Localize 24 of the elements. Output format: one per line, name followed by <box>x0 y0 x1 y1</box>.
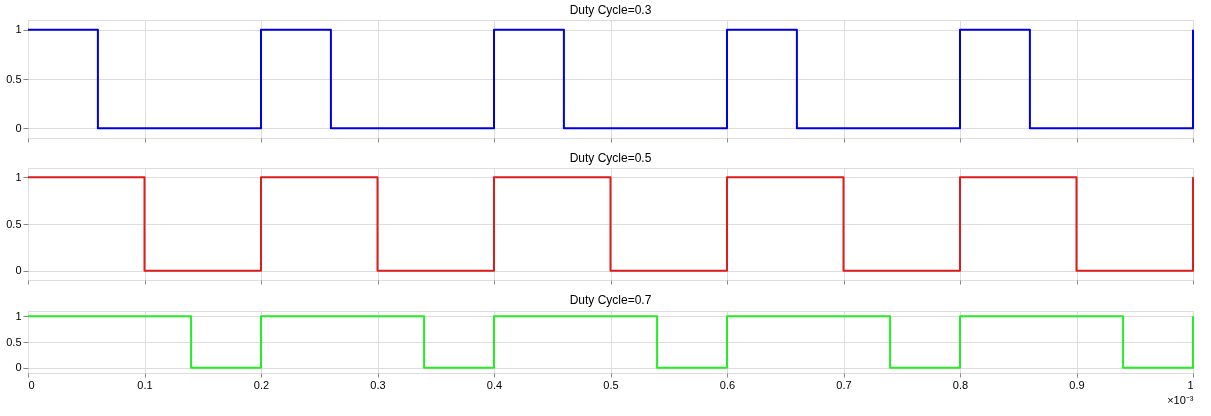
y-tick-label: 0 <box>15 361 22 374</box>
x-tick-label: 0.6 <box>719 378 736 391</box>
y-tick-label: 0.5 <box>6 335 22 348</box>
y-tick-label: 0 <box>15 121 22 134</box>
x-tick-label: 0.2 <box>253 378 270 391</box>
x-tick-label: 0.9 <box>1069 378 1085 391</box>
y-tick-label: 1 <box>15 309 22 322</box>
x-tick-label: 1 <box>1187 378 1194 391</box>
chart-title: Duty Cycle=0.3 <box>569 3 652 17</box>
y-tick-label: 1 <box>15 23 22 36</box>
x-tick-label: 0 <box>28 378 35 391</box>
text: ×10⁻³ <box>1167 393 1194 406</box>
y-tick-label: 0.5 <box>6 217 22 230</box>
y-tick-label: 0.5 <box>6 72 22 85</box>
chart-title: Duty Cycle=0.7 <box>569 293 652 308</box>
x-tick-label: 0.7 <box>836 378 852 391</box>
chart-title: Duty Cycle=0.5 <box>569 151 652 165</box>
x-tick-label: 0.8 <box>952 378 969 391</box>
y-tick-label: 0 <box>15 264 22 277</box>
x-tick-label: 0.4 <box>486 378 503 391</box>
y-tick-label: 1 <box>15 170 22 183</box>
x-tick-label: 0.5 <box>603 378 619 391</box>
x-tick-label: 0.1 <box>137 378 153 391</box>
x-tick-label: 0.3 <box>370 378 386 391</box>
